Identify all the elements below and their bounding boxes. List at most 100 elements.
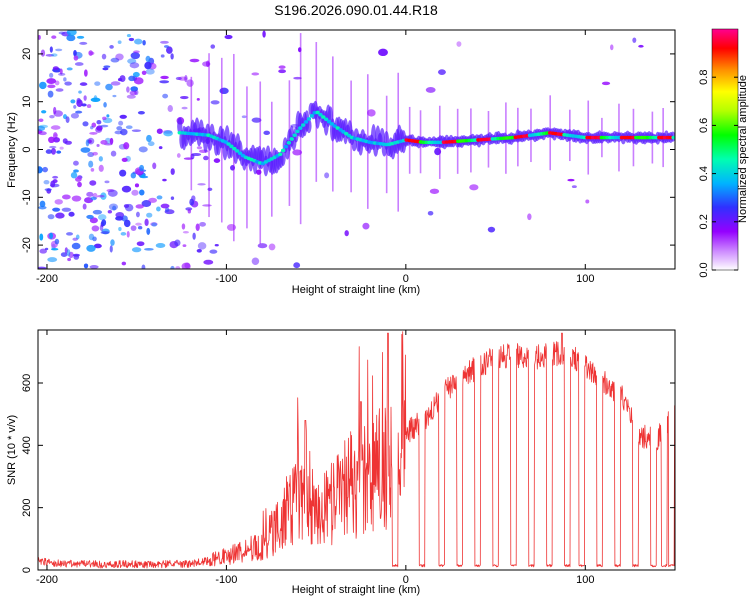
noise-blob	[48, 136, 55, 144]
noise-blob	[166, 46, 173, 54]
noise-blob	[80, 147, 91, 153]
noise-blob	[226, 224, 237, 231]
noise-blob	[65, 116, 70, 123]
noise-blob	[45, 149, 53, 154]
noise-blob	[263, 130, 270, 136]
noise-blob	[117, 40, 122, 44]
noise-blob	[52, 66, 59, 71]
noise-blob	[89, 217, 98, 224]
noise-blob	[138, 146, 148, 153]
noise-blob	[107, 189, 118, 197]
noise-blob	[181, 106, 188, 110]
noise-blob	[139, 164, 144, 172]
noise-blob	[101, 53, 107, 60]
noise-blob	[103, 102, 107, 108]
noise-blob	[58, 72, 66, 76]
noise-blob	[88, 233, 95, 241]
noise-blob	[292, 149, 303, 156]
snr-ylabel: SNR (10 * v/v)	[6, 415, 18, 485]
snr-ytick-label: 0	[21, 567, 33, 573]
noise-blob	[136, 241, 145, 247]
noise-blob	[437, 69, 446, 76]
noise-blob	[73, 49, 77, 57]
noise-blob	[50, 147, 56, 155]
noise-blob	[66, 232, 74, 236]
spectrogram-marks	[38, 30, 675, 269]
noise-blob	[50, 180, 56, 188]
colorbar: 0.0 0.2 0.4 0.6 0.8 Normalized spectral ampl…	[698, 28, 749, 278]
noise-blob	[38, 266, 47, 269]
spectrogram-xtick-label: -100	[215, 273, 237, 285]
noise-blob	[610, 44, 614, 51]
noise-blob	[107, 210, 113, 214]
noise-blob	[427, 210, 434, 216]
noise-blob	[202, 204, 212, 207]
ridge-core	[309, 114, 315, 118]
figure-title: S196.2026.090.01.44.R18	[274, 2, 438, 18]
ridge-core	[232, 146, 237, 151]
ridge-core	[321, 115, 326, 119]
noise-blob	[68, 211, 75, 217]
noise-blob	[112, 94, 117, 98]
noise-blob	[191, 195, 196, 202]
noise-blob	[197, 183, 206, 186]
noise-blob	[135, 204, 144, 209]
noise-blob	[55, 88, 64, 92]
noise-blob	[487, 226, 496, 233]
noise-blob	[141, 264, 146, 269]
noise-blob	[182, 231, 189, 234]
noise-blob	[469, 184, 479, 191]
noise-blob	[51, 53, 58, 57]
ridge-core	[283, 144, 289, 149]
noise-blob	[164, 207, 170, 213]
noise-blob	[251, 117, 262, 123]
ridge-core	[301, 123, 306, 127]
noise-blob	[79, 82, 88, 86]
ridge-core	[303, 120, 309, 124]
noise-blob	[121, 185, 132, 193]
noise-blob	[38, 125, 46, 132]
noise-blob	[44, 188, 52, 192]
noise-blob	[257, 243, 268, 249]
noise-blob	[71, 242, 81, 250]
snr-series-line	[38, 331, 675, 569]
noise-blob	[196, 248, 202, 253]
noise-blob	[126, 33, 131, 38]
noise-blob	[86, 214, 94, 220]
colorbar-tick-label: 0.6	[698, 118, 710, 133]
noise-blob	[156, 128, 163, 134]
snr-marks	[38, 331, 675, 569]
noise-blob	[39, 233, 44, 241]
noise-blob	[344, 230, 349, 237]
noise-blob	[115, 216, 124, 221]
spectrogram-ytick-label: 20	[21, 48, 33, 60]
snr-xtick-label: -100	[215, 574, 237, 586]
noise-blob	[105, 83, 113, 91]
noise-blob	[159, 80, 170, 84]
noise-blob	[42, 166, 49, 173]
snr-xlabel: Height of straight line (km)	[292, 584, 420, 596]
noise-blob	[90, 196, 97, 201]
noise-blob	[102, 116, 107, 121]
noise-blob	[135, 211, 140, 218]
snr-ytick-label: 400	[21, 436, 33, 454]
noise-blob	[132, 71, 140, 78]
snr-xtick-label: 0	[403, 574, 409, 586]
noise-blob	[134, 183, 140, 188]
spectrogram-xtick-label: -200	[36, 273, 58, 285]
noise-blob	[362, 222, 370, 230]
noise-blob	[47, 214, 55, 220]
noise-blob	[181, 262, 191, 269]
noise-blob	[83, 69, 88, 77]
noise-blob	[79, 41, 88, 45]
noise-blob	[110, 57, 120, 63]
noise-blob	[146, 212, 153, 218]
noise-blob	[160, 54, 165, 58]
noise-blob	[144, 218, 149, 227]
noise-blob	[94, 81, 101, 86]
noise-blob	[47, 257, 58, 263]
spectrogram-xtick-label: 100	[576, 273, 594, 285]
noise-blob	[76, 97, 81, 104]
noise-blob	[88, 50, 93, 56]
noise-blob	[126, 86, 130, 93]
